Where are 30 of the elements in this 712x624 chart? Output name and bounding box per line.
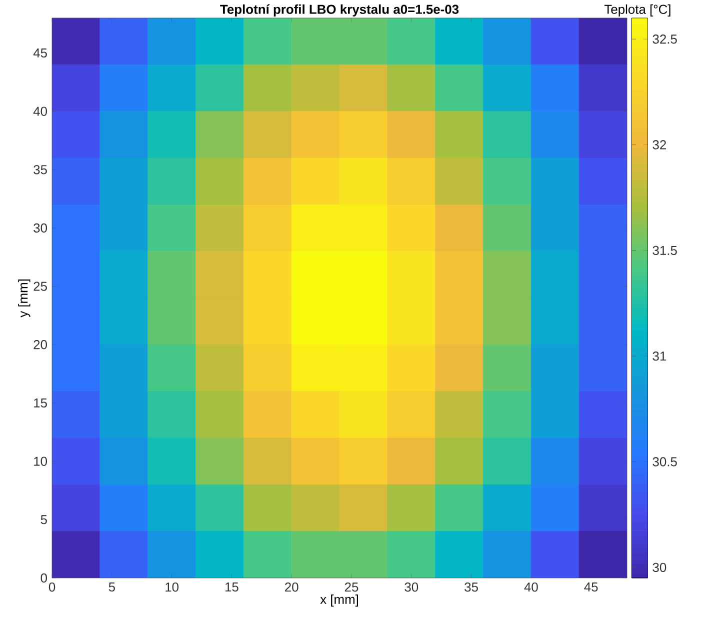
y-tick-label: 20 (34, 340, 47, 350)
chart-title: Teplotní profil LBO krystalu a0=1.5e-03 (220, 4, 459, 16)
y-tick-label: 5 (40, 515, 47, 524)
color-bar-label: 31.5 (652, 246, 677, 256)
x-tick-label: 5 (108, 582, 115, 592)
x-tick-label: 0 (48, 582, 56, 592)
y-tick-label: 15 (34, 398, 47, 408)
y-tick-label: 45 (33, 48, 47, 58)
y-tick-label: 35 (34, 165, 47, 174)
x-tick-label: 25 (344, 582, 358, 592)
x-axis-title: x [mm] (320, 594, 358, 607)
y-tick-label: 0 (40, 573, 47, 583)
color-bar-label: 30 (652, 562, 666, 572)
x-tick-label: 15 (225, 582, 238, 592)
x-tick-label: 30 (404, 582, 418, 592)
y-tick-label: 40 (33, 106, 47, 116)
color-bar-label: 31 (652, 352, 666, 361)
color-bar-label: 30.5 (652, 457, 677, 466)
x-tick-label: 10 (166, 582, 178, 592)
color-bar-label: 32.5 (652, 34, 677, 44)
color-bar-label: 32 (652, 140, 666, 150)
y-tick-label: 10 (34, 456, 47, 466)
y-axis-title: y [mm] (18, 279, 30, 318)
y-tick-label: 30 (34, 223, 47, 233)
color-bar-title: Teplota [°C] (604, 4, 670, 16)
x-tick-label: 45 (584, 582, 598, 592)
x-tick-label: 20 (285, 582, 298, 592)
x-tick-label: 40 (524, 582, 538, 592)
x-tick-label: 35 (464, 582, 478, 592)
y-tick-label: 25 (34, 282, 47, 291)
